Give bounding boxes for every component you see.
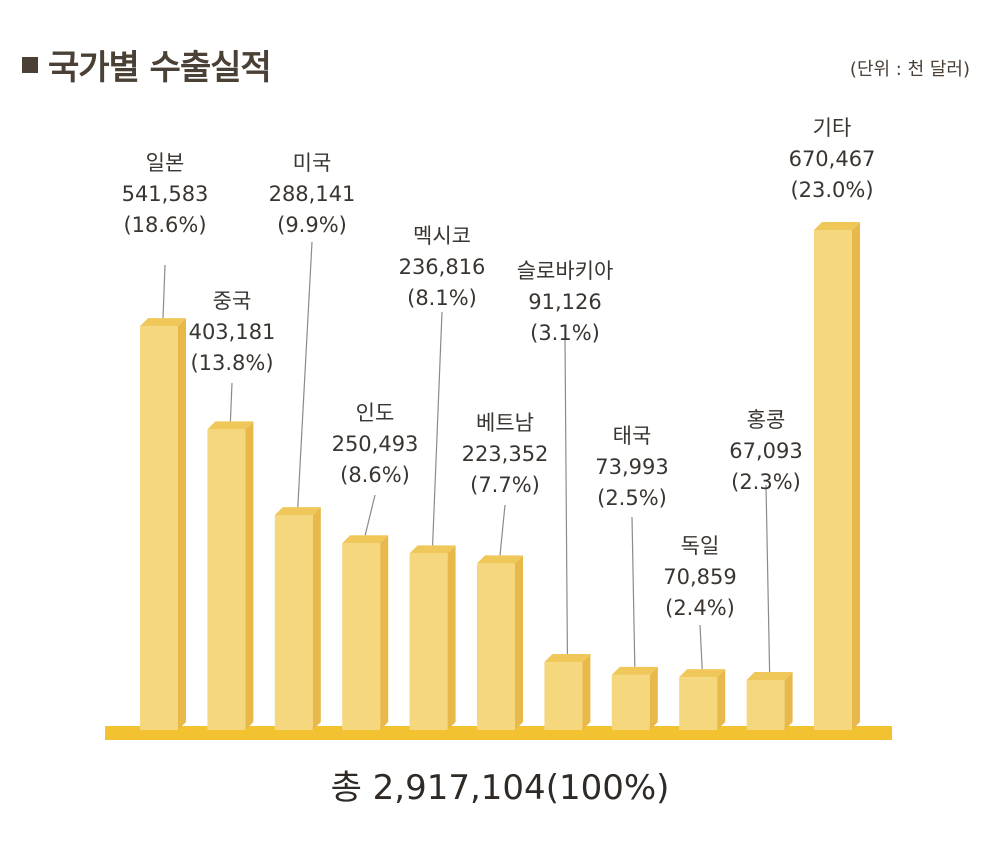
category-label: 슬로바키아 — [517, 259, 614, 283]
bar-top — [274, 507, 321, 516]
bar — [274, 515, 313, 730]
leader-line — [162, 264, 166, 319]
bar-top — [746, 671, 793, 680]
bar-side — [447, 545, 456, 730]
bar — [409, 553, 448, 730]
bar — [207, 429, 246, 730]
bar — [611, 674, 650, 730]
leader-line — [564, 339, 569, 655]
bar — [477, 563, 515, 730]
bar-side — [515, 555, 523, 730]
bar-top — [342, 535, 389, 544]
bar-top — [679, 669, 726, 678]
bar-side — [852, 222, 860, 730]
bar-top — [477, 555, 523, 564]
value-label: 670,467 — [789, 147, 876, 171]
percent-label: (13.8%) — [190, 351, 273, 375]
bar-side — [178, 318, 186, 730]
value-label: 91,126 — [528, 290, 601, 314]
bar — [140, 326, 178, 730]
bar-top — [409, 545, 456, 554]
category-label: 독일 — [681, 534, 720, 558]
bar — [814, 230, 852, 730]
percent-label: (7.7%) — [470, 473, 540, 497]
value-label: 250,493 — [332, 432, 419, 456]
value-label: 288,141 — [269, 182, 356, 206]
percent-label: (23.0%) — [790, 178, 873, 202]
bar-side — [245, 421, 254, 730]
value-label: 236,816 — [399, 255, 486, 279]
percent-label: (18.6%) — [123, 213, 206, 237]
leader-line — [432, 311, 443, 546]
bar-top — [140, 318, 186, 327]
leader-line — [297, 241, 313, 508]
value-label: 70,859 — [663, 565, 736, 589]
bar-side — [312, 507, 321, 730]
percent-label: (3.1%) — [530, 321, 600, 345]
category-label: 일본 — [146, 151, 185, 175]
bar-top — [544, 654, 591, 663]
value-label: 67,093 — [729, 439, 802, 463]
value-label: 403,181 — [189, 320, 276, 344]
bar-top — [814, 222, 860, 230]
category-label: 홍콩 — [747, 408, 786, 432]
percent-label: (2.5%) — [597, 486, 667, 510]
percent-label: (8.1%) — [407, 286, 477, 310]
bar-side — [784, 671, 793, 730]
leader-line — [765, 484, 771, 672]
category-label: 기타 — [813, 116, 852, 140]
bar-top — [611, 666, 658, 675]
value-label: 541,583 — [122, 182, 209, 206]
chart-title: 국가별 수출실적 — [22, 40, 272, 89]
leader-line — [699, 624, 703, 670]
bar-top — [207, 421, 254, 430]
leader-line — [499, 504, 506, 556]
bar-side — [717, 669, 726, 730]
total-label: 총 2,917,104(100%) — [330, 768, 670, 808]
percent-label: (8.6%) — [340, 463, 410, 487]
percent-label: (2.4%) — [665, 596, 735, 620]
category-label: 베트남 — [476, 411, 534, 435]
leader-line — [364, 494, 376, 536]
bar — [544, 662, 583, 730]
category-label: 인도 — [356, 401, 395, 425]
category-label: 멕시코 — [413, 224, 471, 248]
category-label: 미국 — [293, 151, 332, 175]
category-label: 태국 — [613, 424, 652, 448]
bar-side — [649, 666, 658, 730]
percent-label: (2.3%) — [731, 470, 801, 494]
bar — [746, 679, 785, 730]
bar-side — [380, 535, 389, 730]
bar-side — [582, 654, 591, 730]
bar — [679, 677, 718, 730]
value-label: 223,352 — [462, 442, 549, 466]
title-square-icon — [22, 56, 38, 73]
leader-line — [229, 382, 233, 422]
value-label: 73,993 — [595, 455, 668, 479]
category-label: 중국 — [213, 289, 252, 313]
unit-label: (단위 : 천 달러) — [849, 59, 970, 80]
percent-label: (9.9%) — [277, 213, 347, 237]
chart-title-text: 국가별 수출실적 — [48, 48, 272, 88]
leader-line — [631, 516, 636, 667]
bar — [342, 543, 381, 730]
